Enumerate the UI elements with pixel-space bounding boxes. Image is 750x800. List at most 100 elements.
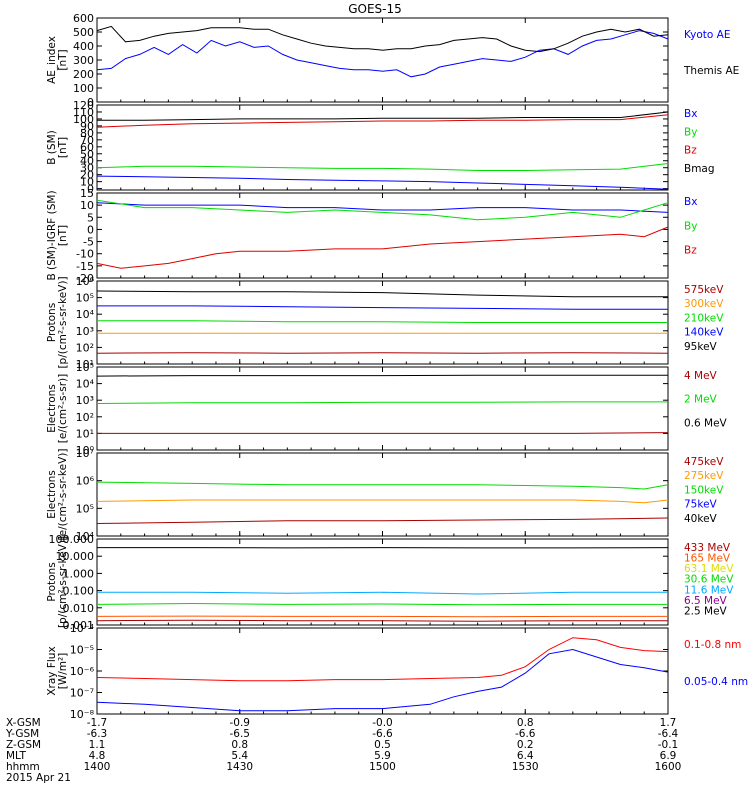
- y-tick-label: -15: [76, 260, 94, 273]
- ephemeris-value: 0.5: [374, 739, 391, 751]
- y-tick-label: 300: [73, 54, 94, 67]
- y-tick-label: 10²: [76, 411, 94, 424]
- y-tick-label: 80: [80, 127, 94, 140]
- series-line: [96, 602, 668, 606]
- series-line: [96, 163, 669, 171]
- y-axis-label: Electrons[e/(cm²-s-sr)]: [46, 374, 69, 443]
- legend-label: 0.05-0.4 nm: [684, 676, 748, 688]
- panel-frame: [96, 17, 669, 103]
- plot-title: GOES-15: [348, 2, 402, 16]
- y-tick-label: 90: [80, 120, 94, 133]
- y-axis-label: B (SM)[nT]: [46, 130, 69, 164]
- y-axis-label: Electrons[e/(cm²-s-sr-keV)]: [46, 449, 69, 541]
- y-tick-label: 100: [73, 113, 94, 126]
- y-tick-label: 70: [80, 134, 94, 147]
- y-tick-label: 10⁴: [76, 308, 95, 321]
- y-tick-label: 10⁻⁸: [70, 708, 95, 721]
- y-tick-label: 400: [73, 40, 94, 53]
- legend-label: Bz: [684, 245, 697, 257]
- y-tick-label: 10⁷: [76, 447, 94, 460]
- panel-frame: [96, 627, 669, 715]
- ephemeris-value: 1.1: [89, 739, 106, 751]
- legend-label: 63.1 MeV: [684, 563, 734, 575]
- legend-label: 300keV: [684, 298, 724, 310]
- ephemeris-value: 1500: [369, 761, 396, 773]
- series-line: [96, 619, 668, 622]
- y-tick-label: 10⁶: [76, 475, 95, 488]
- ephemeris-value: -6.4: [658, 728, 679, 740]
- y-tick-label: 10⁻⁴: [70, 622, 95, 635]
- y-tick-label: 10⁻⁷: [70, 687, 94, 700]
- ephemeris-value: -0.9: [230, 717, 251, 729]
- legend-label: 6.5 MeV: [684, 595, 728, 607]
- ephemeris-value: 1600: [655, 761, 682, 773]
- y-tick-label: 10⁴: [76, 530, 95, 543]
- ephemeris-label: X-GSM: [6, 717, 41, 729]
- series-line: [96, 637, 669, 682]
- series-line: [96, 648, 669, 712]
- y-tick-label: 10¹: [76, 358, 94, 371]
- ephemeris-value: 0.8: [517, 717, 534, 729]
- ephemeris-value: 1400: [84, 761, 111, 773]
- ephemeris-value: 4.8: [89, 750, 106, 762]
- y-tick-label: 10¹: [76, 427, 94, 440]
- series-line: [96, 30, 669, 78]
- y-tick-label: 0: [87, 223, 94, 236]
- series-line: [96, 352, 669, 354]
- y-tick-label: 110: [73, 106, 94, 119]
- series-line: [96, 199, 669, 221]
- y-tick-label: 0.010: [63, 602, 95, 615]
- y-tick-label: 0.001: [63, 619, 95, 632]
- y-tick-label: 200: [73, 68, 94, 81]
- ephemeris-value: -6.6: [372, 728, 393, 740]
- ephemeris-value: 1430: [226, 761, 253, 773]
- series-line: [96, 615, 668, 618]
- legend-label: Kyoto AE: [684, 29, 730, 41]
- ephemeris-value: 1.7: [660, 717, 677, 729]
- y-tick-label: 10⁴: [76, 378, 95, 391]
- legend-label: 75keV: [684, 499, 718, 511]
- panel-5: 10⁰ 10¹ 10² 10³ 10⁴ 10⁵ Electrons[e/(cm²-s-sr)…: [46, 361, 728, 457]
- ephemeris-label: Y-GSM: [5, 728, 39, 740]
- y-axis-label: AE_index[nT]: [46, 36, 69, 84]
- ephemeris-value: 6.4: [517, 750, 534, 762]
- y-tick-label: 5: [87, 211, 94, 224]
- panel-frame: [96, 366, 669, 451]
- y-tick-label: 100: [73, 82, 94, 95]
- y-tick-label: 10³: [76, 325, 94, 338]
- y-tick-label: 40: [80, 155, 94, 168]
- series-line: [96, 401, 668, 404]
- panel-6: 10⁴ 10⁵ 10⁶ 10⁷ Electrons[e/(cm²-s-sr-keV)] 4…: [46, 447, 724, 543]
- legend-label: 475keV: [684, 456, 724, 468]
- y-tick-label: 0: [87, 183, 94, 196]
- legend-label: 210keV: [684, 312, 724, 324]
- y-tick-label: 1.000: [63, 567, 95, 580]
- panel-4: 10¹ 10² 10³ 10⁴ 10⁵ 10⁶ Protons[p/(cm²-s-sr-ke…: [46, 275, 724, 371]
- y-tick-label: 10⁰: [76, 444, 95, 457]
- y-tick-label: 100.000: [49, 533, 95, 546]
- legend-label: 150keV: [684, 484, 724, 496]
- ephemeris-value: -0.1: [658, 739, 679, 751]
- y-tick-label: 500: [73, 26, 94, 39]
- y-tick-label: 10⁵: [76, 361, 94, 374]
- y-tick-label: 10³: [76, 394, 94, 407]
- ephemeris-value: 5.9: [374, 750, 391, 762]
- legend-label: 275keV: [684, 470, 724, 482]
- legend-label: 30.6 MeV: [684, 574, 734, 586]
- ephemeris-value: 0.8: [231, 739, 248, 751]
- panel-frame: [96, 538, 669, 626]
- y-tick-label: 10⁻⁶: [70, 665, 95, 678]
- series-line: [96, 175, 669, 190]
- y-tick-label: 600: [73, 12, 94, 25]
- series-line: [96, 290, 668, 298]
- series-line: [97, 111, 669, 121]
- panel-frame: [96, 452, 669, 537]
- legend-label: 11.6 MeV: [684, 584, 734, 596]
- legend-label: 433 MeV: [684, 542, 731, 554]
- ephemeris-value: 6.9: [660, 750, 677, 762]
